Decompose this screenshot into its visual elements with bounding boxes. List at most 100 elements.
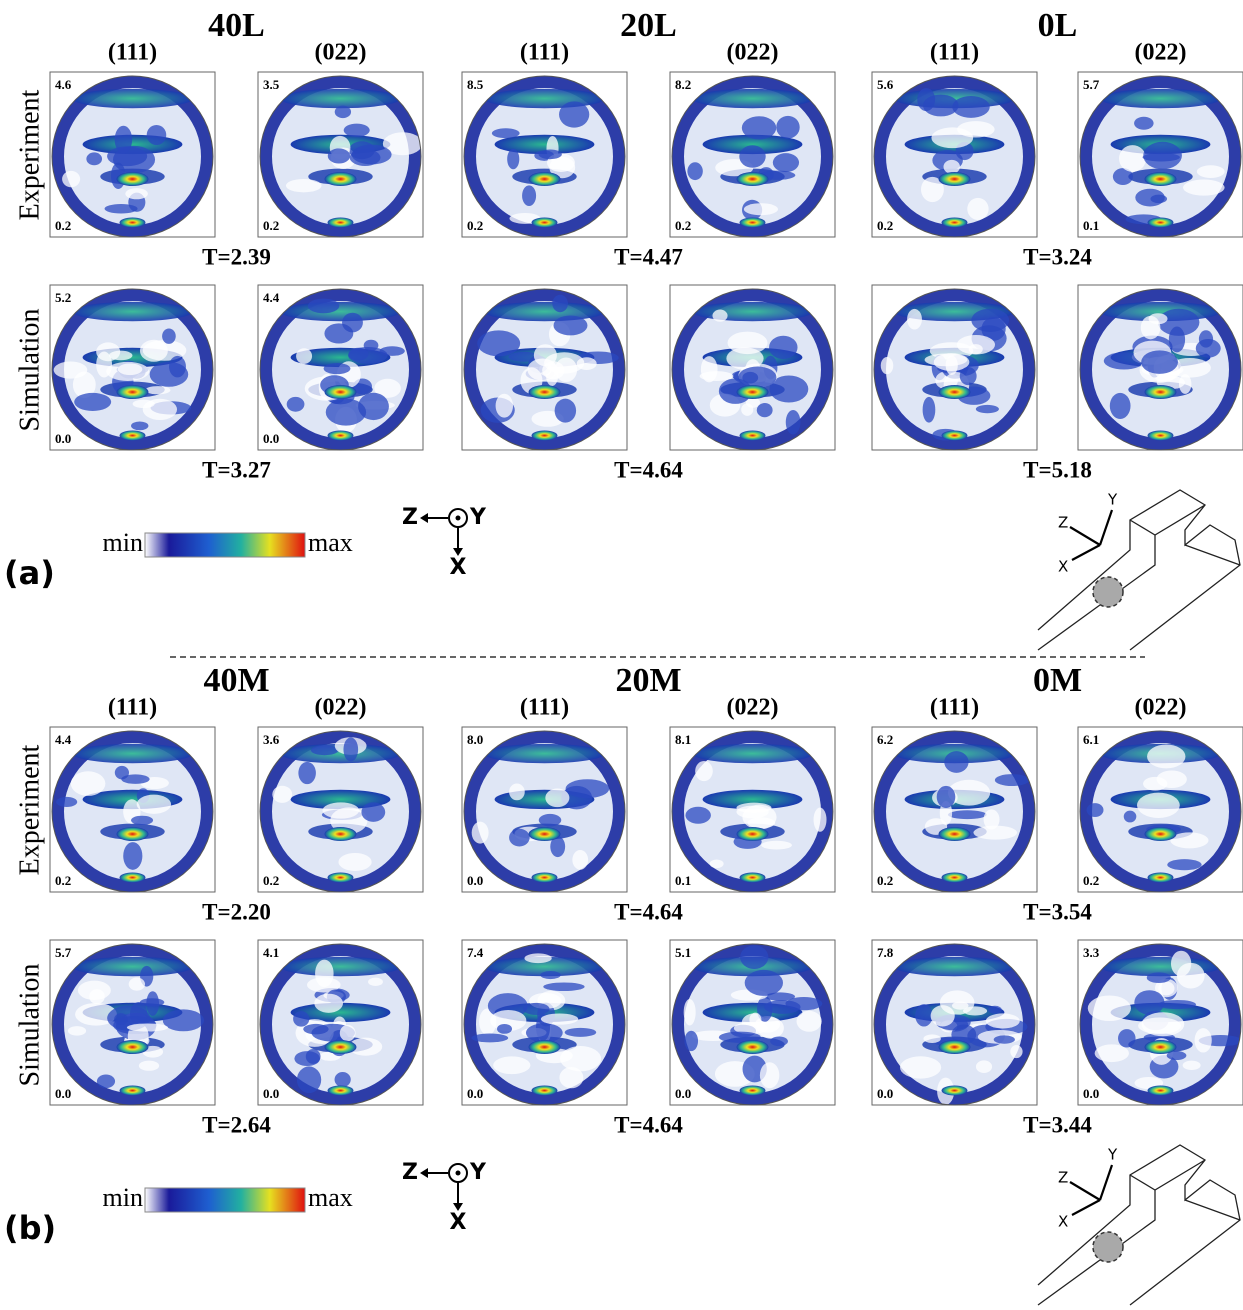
hotspot <box>532 873 558 883</box>
blob <box>71 771 106 796</box>
blob <box>684 999 696 1026</box>
min-value: 0.2 <box>263 218 279 233</box>
blob <box>744 203 778 215</box>
blob <box>1183 180 1225 196</box>
pole-figure <box>872 727 1037 892</box>
row-label: Experiment <box>14 89 45 220</box>
blob <box>1195 1028 1212 1052</box>
row-label: Experiment <box>14 744 45 875</box>
blob <box>324 323 353 343</box>
max-value: 7.8 <box>877 945 894 960</box>
hotspot <box>529 385 561 399</box>
blob <box>957 335 995 354</box>
group-title: 40L <box>208 7 265 44</box>
hotspot <box>328 431 354 441</box>
blob <box>1141 350 1178 374</box>
figure: ExperimentSimulation40L(111)(022)4.60.23… <box>0 0 1243 1310</box>
pole-figure <box>1078 940 1243 1105</box>
band <box>692 89 813 108</box>
blob <box>68 1026 86 1035</box>
texture <box>52 731 213 892</box>
blob <box>139 1061 159 1071</box>
hotspot <box>328 218 354 228</box>
min-value: 0.0 <box>55 1086 71 1101</box>
blob <box>736 806 768 819</box>
blob <box>298 762 316 784</box>
blob <box>757 403 773 417</box>
hotspot <box>529 827 561 841</box>
hotspot <box>529 1040 561 1054</box>
sample-axes <box>1070 1165 1112 1215</box>
blob <box>900 1056 941 1078</box>
blob <box>86 152 102 165</box>
texture <box>1080 731 1241 892</box>
blob <box>56 797 77 807</box>
plane-label: (022) <box>727 40 779 66</box>
plane-label: (022) <box>315 40 367 66</box>
t-value: T=3.24 <box>1023 244 1092 269</box>
texture <box>1080 289 1241 450</box>
pole-figure <box>872 285 1037 450</box>
blob <box>1010 1045 1022 1058</box>
blob <box>303 1024 328 1034</box>
colorbar-min: min <box>103 528 143 557</box>
pole-figure <box>462 285 627 450</box>
blob <box>764 1000 800 1014</box>
max-value: 5.7 <box>55 945 72 960</box>
pole-figure <box>50 940 215 1105</box>
blob <box>741 403 753 416</box>
min-value: 0.2 <box>877 873 893 888</box>
blob <box>700 371 734 381</box>
blob <box>944 751 968 773</box>
blob <box>988 1006 1002 1014</box>
axis-y: Y <box>469 505 487 530</box>
texture <box>260 731 421 892</box>
texture <box>1080 76 1241 237</box>
blob <box>509 784 525 801</box>
min-value: 0.2 <box>55 218 71 233</box>
blob <box>1134 990 1164 1015</box>
texture <box>52 76 213 237</box>
plane-label: (111) <box>930 40 979 66</box>
sample-axis-z: Z <box>1058 514 1068 532</box>
band <box>280 89 401 108</box>
blob <box>129 978 145 991</box>
min-value: 0.1 <box>675 873 691 888</box>
plane-label: (111) <box>520 40 569 66</box>
blob <box>133 400 155 408</box>
blob <box>740 945 768 969</box>
hotspot <box>1148 1086 1174 1096</box>
blob <box>541 1013 578 1024</box>
blob <box>361 802 385 822</box>
hotspot <box>740 431 766 441</box>
pole-figure <box>50 727 215 892</box>
blob <box>1196 339 1221 358</box>
pole-figure <box>462 72 627 237</box>
blob <box>1183 1061 1201 1070</box>
sample-axis-y: Y <box>1107 491 1118 509</box>
blob <box>786 410 801 435</box>
blob <box>471 1034 508 1043</box>
texture <box>672 944 833 1105</box>
blob <box>1171 951 1191 977</box>
blob <box>967 198 988 220</box>
blob <box>797 1011 822 1032</box>
blob <box>1142 1012 1185 1036</box>
t-value: T=4.64 <box>614 899 683 924</box>
blob <box>994 1035 1015 1043</box>
hotspot <box>740 1086 766 1096</box>
hotspot <box>942 431 968 441</box>
hotspot <box>120 1086 146 1096</box>
pole-figure <box>670 940 835 1105</box>
plane-label: (111) <box>108 695 157 721</box>
blob <box>74 393 111 411</box>
hotspot <box>117 385 149 399</box>
blob <box>1150 195 1167 204</box>
pole-figure <box>50 285 215 450</box>
blob <box>957 121 995 137</box>
t-value: T=3.44 <box>1023 1112 1092 1137</box>
min-value: 0.2 <box>263 873 279 888</box>
pole-figure <box>872 940 1037 1105</box>
texture <box>874 731 1035 892</box>
min-value: 0.0 <box>467 1086 483 1101</box>
